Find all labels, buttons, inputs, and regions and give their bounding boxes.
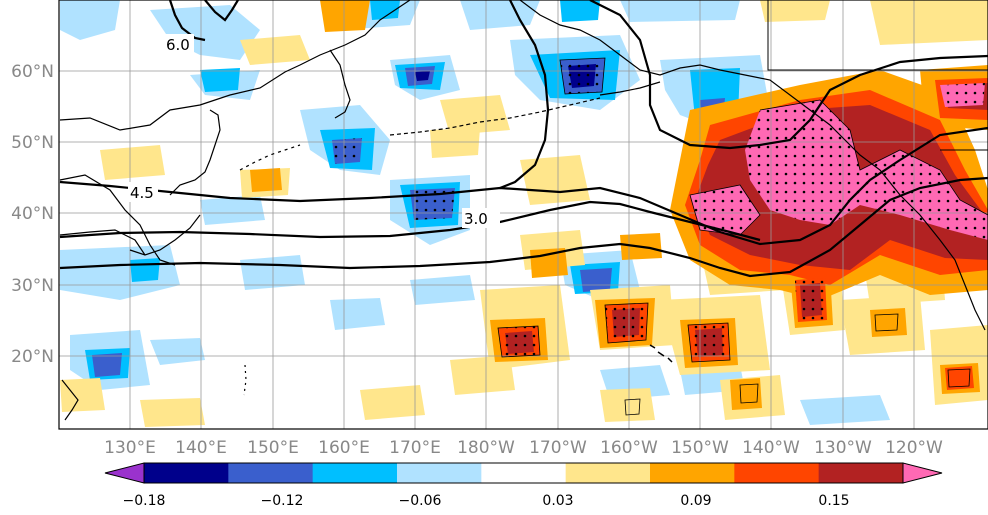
lon-label-120w: 120°W [885,438,943,458]
colorbar-segment [397,463,482,483]
lon-label-140e: 140°E [175,438,227,458]
contour-label-4-5: 4.5 [130,184,154,202]
cb-tick-003: 0.03 [542,493,573,509]
colorbar-segments [143,462,904,484]
lon-label-180w: 180°W [457,438,515,458]
lon-label-170e: 170°E [389,438,441,458]
lat-label-50n: 50°N [11,133,54,153]
coastlines [59,0,988,421]
cb-tick-015: 0.15 [818,493,849,509]
contour-labels: 6.0 4.5 3.0 [128,34,500,228]
colorbar-segment [818,463,904,483]
lon-label-130e: 130°E [104,438,156,458]
lat-label-20n: 20°N [11,347,54,367]
colorbar-segment [144,463,229,483]
contour-label-6: 6.0 [166,36,190,54]
contour-label-3: 3.0 [464,210,488,228]
colorbar-left-extension [104,462,145,484]
colorbar-segment [565,463,651,483]
lon-label-160w: 160°W [600,438,658,458]
lon-label-160e: 160°E [318,438,370,458]
cb-tick-009: 0.09 [680,493,711,509]
lon-axis: 130°E 140°E 150°E 160°E 170°E 180°W 170°… [104,438,943,458]
colorbar-segment [228,463,314,483]
lon-label-150w: 150°W [671,438,729,458]
cb-tick-neg018: −0.18 [123,493,166,509]
colorbar-segment [734,463,820,483]
lat-label-60n: 60°N [11,62,54,82]
lon-label-150e: 150°E [247,438,299,458]
plot-frame [58,0,988,430]
colorbar-right-extension [902,462,943,484]
sig-outlines [497,57,988,416]
lat-label-30n: 30°N [11,276,54,296]
lat-axis: 60°N 50°N 40°N 30°N 20°N [11,62,54,367]
plot-area: 6.0 4.5 3.0 [59,0,988,429]
colorbar-segment [650,463,735,483]
lon-label-170w: 170°W [529,438,587,458]
cb-tick-neg006: −0.06 [399,493,442,509]
lat-label-40n: 40°N [11,204,54,224]
cb-tick-neg012: −0.12 [261,493,304,509]
lon-label-140w: 140°W [742,438,800,458]
colorbar: −0.18 −0.12 −0.06 0.03 0.09 0.15 [104,462,943,509]
colorbar-segment [481,463,567,483]
colorbar-ticks: −0.18 −0.12 −0.06 0.03 0.09 0.15 [123,493,850,509]
lon-label-130w: 130°W [814,438,872,458]
colorbar-segment [312,463,398,483]
stipple-significance [332,58,988,362]
